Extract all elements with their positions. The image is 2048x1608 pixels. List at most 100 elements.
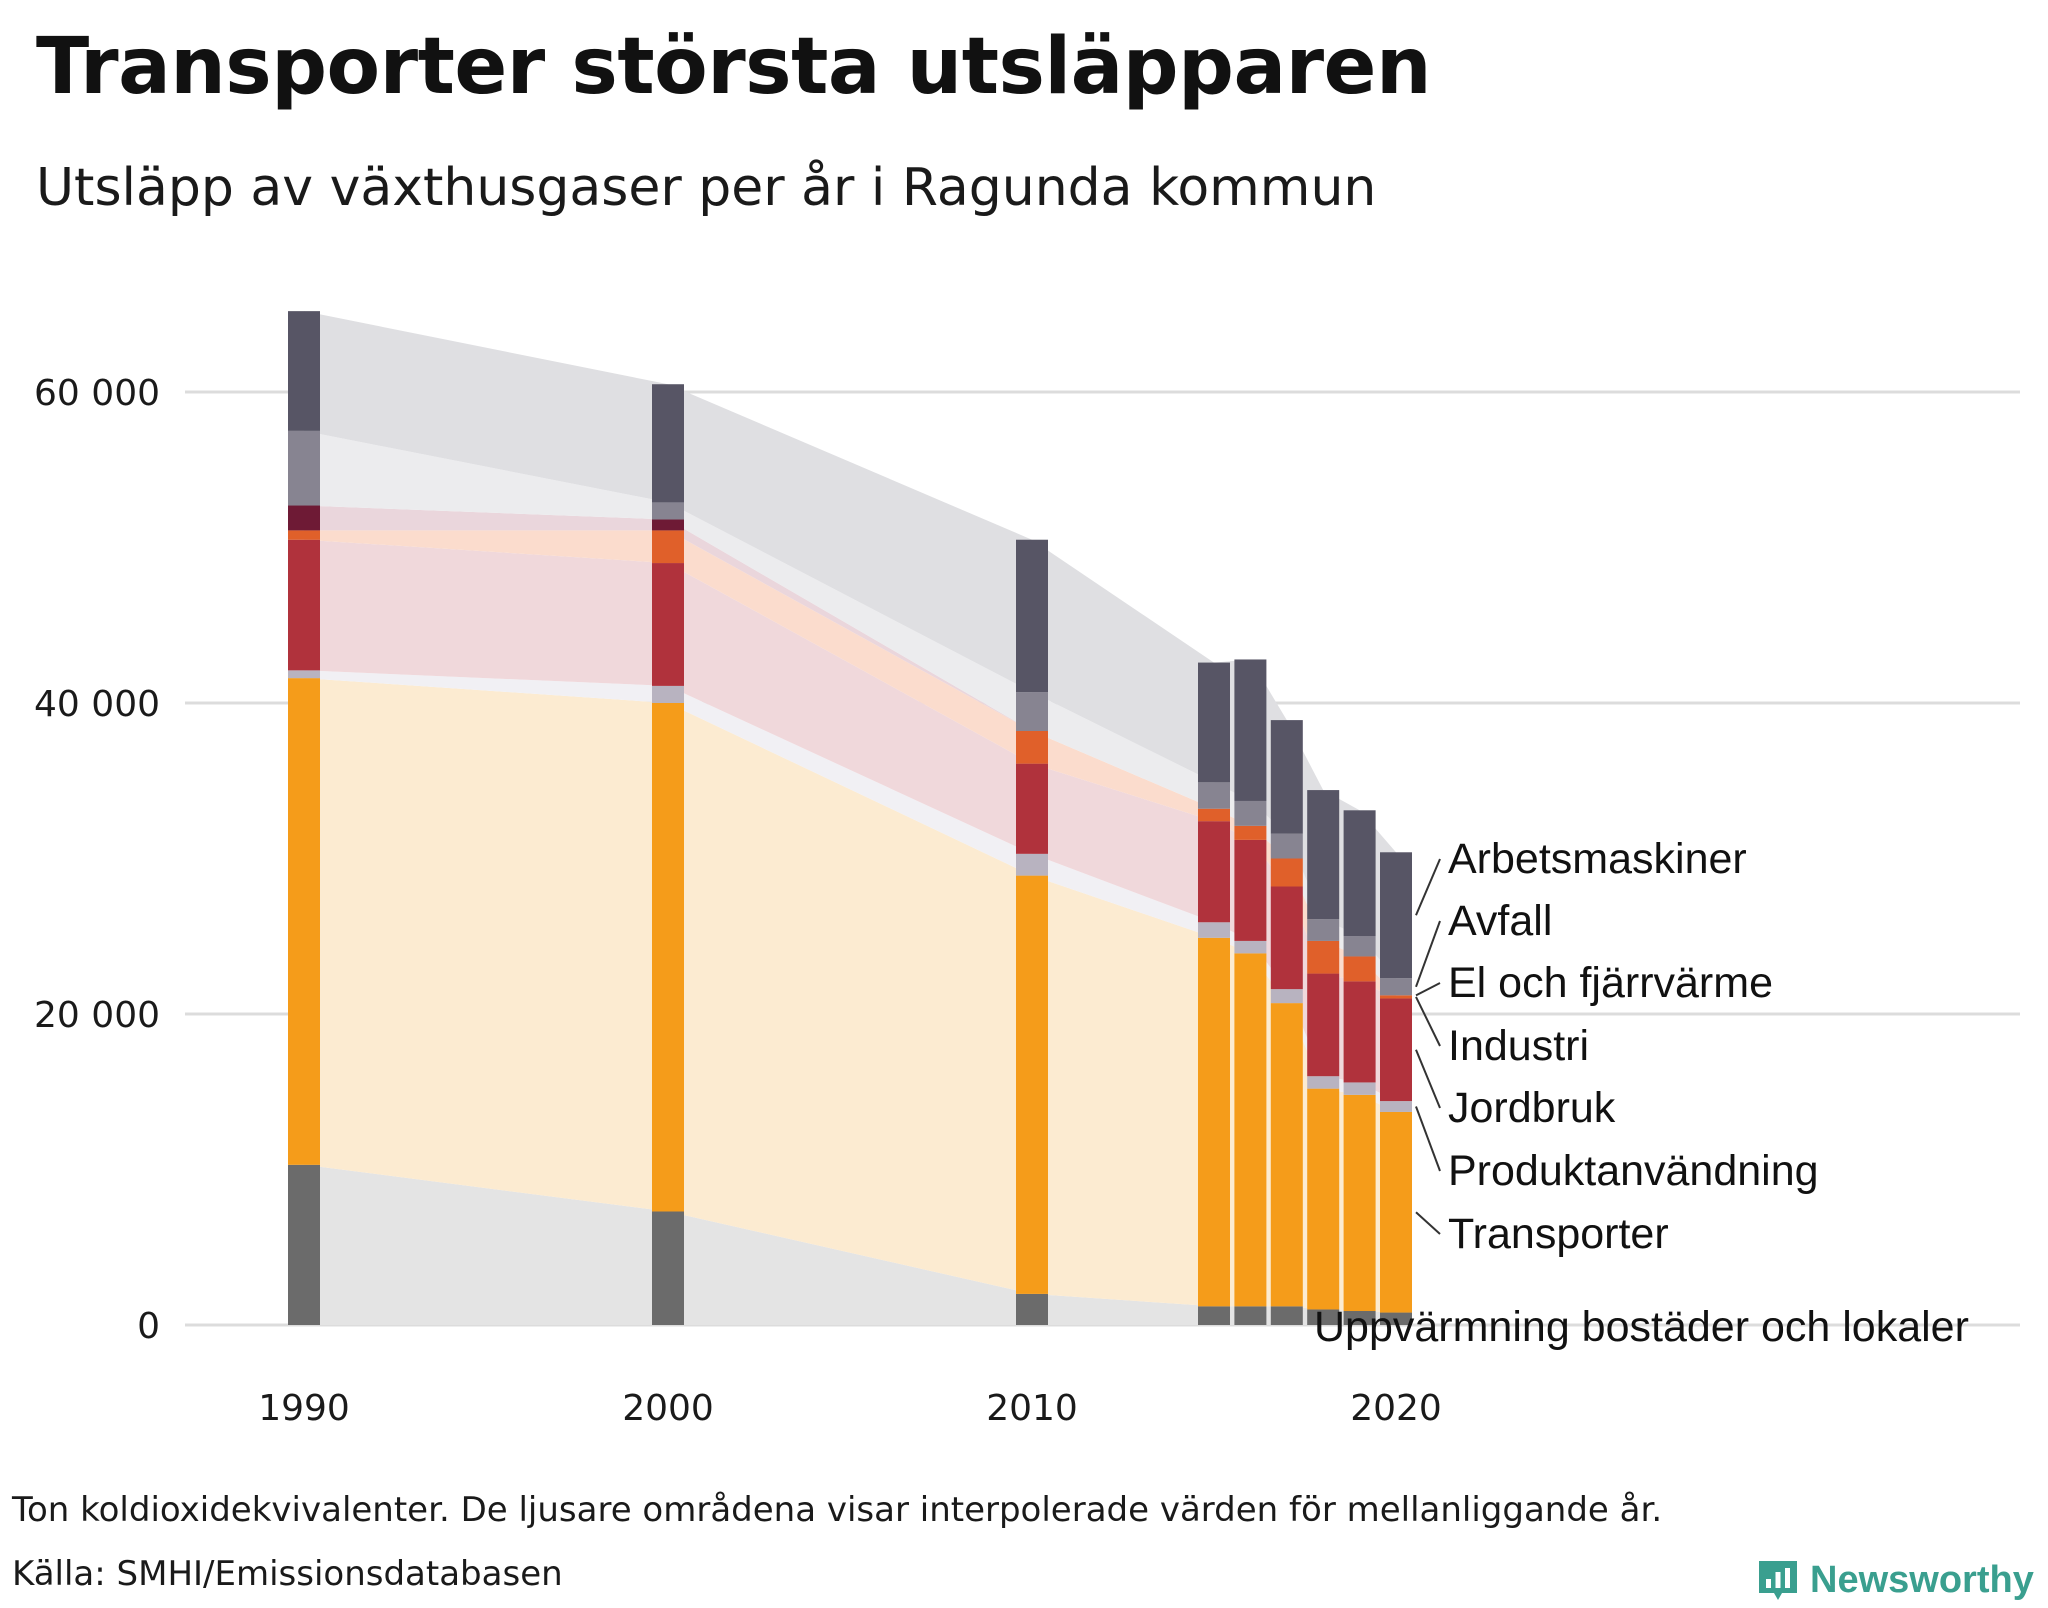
bar-segment (1198, 821, 1230, 923)
interpolated-areas (304, 311, 1396, 1325)
chart-subtitle: Utsläpp av växthusgaser per år i Ragunda… (36, 158, 1377, 218)
bar-segment (1270, 1306, 1303, 1325)
bar-segment (1380, 1111, 1412, 1313)
brand-logo[interactable]: Newsworthy (1756, 1552, 2034, 1608)
bar-segment (288, 670, 320, 679)
brand-name: Newsworthy (1810, 1558, 2034, 1601)
area-transporter (304, 678, 1396, 1313)
series-label: Arbetsmaskiner (1448, 835, 1747, 883)
bar-segment (1307, 940, 1340, 974)
label-leader-line (1415, 1106, 1441, 1172)
bar-segment (1343, 1094, 1376, 1312)
bar-segment (1270, 833, 1303, 859)
bar-segment (1343, 810, 1376, 937)
bar-segment (1234, 659, 1267, 801)
bar-segment (652, 685, 684, 703)
bar-segment (288, 430, 320, 506)
x-tick-label: 1990 (258, 1388, 350, 1429)
bar-segment (1198, 937, 1230, 1307)
bar-segment (1198, 808, 1230, 822)
bar-segment (288, 311, 320, 431)
bar-segment (1307, 973, 1340, 1077)
bar-segment (1380, 1101, 1412, 1112)
bar-segment (652, 502, 684, 520)
bar-segment (1016, 763, 1048, 854)
bar-segment (1198, 662, 1230, 783)
bar-segment (1307, 919, 1340, 941)
bar-segment (652, 703, 684, 1212)
bar-segment (288, 1164, 320, 1325)
bar-segment (1234, 800, 1267, 826)
area-arbetsmaskiner (304, 311, 1396, 979)
bar-segment (1307, 1309, 1340, 1325)
bars (288, 311, 1412, 1325)
area-jordbruk (304, 539, 1396, 1102)
bar-segment (1270, 886, 1303, 990)
series-label: Avfall (1448, 897, 1552, 945)
footnote: Ton koldioxidekvivalenter. De ljusare om… (12, 1490, 1663, 1530)
y-tick-label: 40 000 (34, 684, 160, 725)
x-tick-label: 2000 (622, 1388, 714, 1429)
bar-segment (288, 539, 320, 671)
bar-segment (1016, 875, 1048, 1294)
label-leader-line (1415, 1211, 1441, 1235)
bar-segment (1343, 1311, 1376, 1325)
bar-segment (652, 1211, 684, 1325)
bar-segment (1234, 1306, 1267, 1325)
bar-segment (1343, 956, 1376, 982)
bar-segment (1234, 839, 1267, 941)
x-tick-label: 2020 (1350, 1388, 1442, 1429)
bar-segment (1234, 825, 1267, 840)
bar-segment (652, 384, 684, 503)
bar-segment (1016, 853, 1048, 876)
label-leader-line (1415, 1049, 1441, 1109)
bar-segment (1016, 730, 1048, 764)
bar-segment (1307, 1076, 1340, 1089)
area-avfall (304, 430, 1396, 996)
bar-segment (1270, 858, 1303, 887)
bar-segment (1343, 936, 1376, 957)
bar-segment (1343, 981, 1376, 1083)
label-leader-line (1415, 858, 1441, 916)
bar-segment (1198, 782, 1230, 809)
bar-segment (652, 563, 684, 686)
bar-segment (1234, 953, 1267, 1307)
series-label: Produktanvändning (1448, 1147, 1819, 1195)
series-label: El och fjärrvärme (1448, 959, 1773, 1007)
bar-segment (1380, 1312, 1412, 1325)
bar-segment (1016, 692, 1048, 731)
bar-segment (1016, 539, 1048, 693)
bar-segment (1270, 720, 1303, 834)
bar-segment (652, 519, 684, 531)
bar-segment (1343, 1082, 1376, 1095)
bar-segment (1198, 1306, 1230, 1325)
bar-segment (288, 678, 320, 1165)
bar-segment (1307, 790, 1340, 920)
y-tick-label: 20 000 (34, 995, 160, 1036)
bar-segment (1270, 989, 1303, 1004)
bar-segment (1198, 922, 1230, 938)
bar-segment (1380, 852, 1412, 979)
bar-segment (1380, 978, 1412, 996)
x-tick-label: 2010 (986, 1388, 1078, 1429)
series-label: Uppvärmning bostäder och lokaler (1314, 1303, 1969, 1351)
series-label: Transporter (1448, 1210, 1669, 1258)
bar-segment (1380, 998, 1412, 1102)
bar-segment (288, 505, 320, 531)
bar-segment (1307, 1088, 1340, 1310)
x-axis-ticks: 1990 2000 2010 2020 (258, 1388, 1442, 1429)
label-leader-line (1415, 996, 1441, 1047)
bar-segment (1380, 995, 1412, 999)
label-leader-line (1415, 920, 1441, 988)
series-labels: Arbetsmaskiner Avfall El och fjärrvärme Ind… (1314, 835, 1969, 1351)
y-tick-label: 0 (137, 1306, 160, 1347)
chart-title: Transporter största utsläpparen (36, 22, 1431, 112)
series-label: Jordbruk (1448, 1084, 1616, 1132)
series-label: Industri (1448, 1022, 1589, 1070)
bar-segment (1016, 1293, 1048, 1325)
y-axis-ticks: 0 20 000 40 000 60 000 (34, 373, 160, 1347)
bar-segment (288, 530, 320, 540)
area-uppvärmning-bostäder-och-lokaler (304, 1164, 1396, 1325)
bar-segment (1270, 1003, 1303, 1307)
